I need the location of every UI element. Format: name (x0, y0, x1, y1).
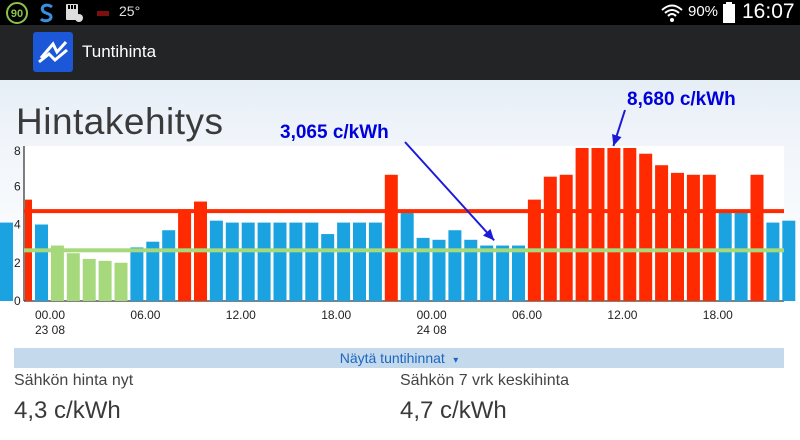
price-bar (750, 174, 764, 301)
price-bar (273, 222, 287, 301)
clock: 16:07 (742, 0, 795, 23)
price-bar (146, 241, 160, 301)
price-bar (98, 260, 112, 301)
price-bar (289, 222, 303, 301)
price-bar (225, 222, 239, 301)
battery-icon (723, 2, 735, 23)
price-bar (686, 174, 700, 301)
price-bar (35, 224, 48, 301)
price-bar (702, 174, 716, 301)
price-bar (384, 174, 398, 301)
show-hourly-prices-button[interactable]: Näytä tuntihinnat ▾ (14, 348, 784, 368)
price-bar (464, 239, 478, 301)
current-line (24, 248, 784, 253)
y-tick-label: 0 (14, 294, 21, 308)
price-bar (432, 239, 446, 301)
annotation-arrow-line (404, 141, 495, 242)
x-tick-label: 18.00 (703, 308, 733, 322)
price-bar (50, 245, 64, 301)
price-bar (607, 148, 621, 301)
sync-s-icon (39, 3, 53, 23)
current-price-label: Sähkön hinta nyt (14, 372, 134, 389)
x-tick-label: 06.00 (512, 308, 542, 322)
x-tick-label: 12.00 (607, 308, 637, 322)
low-price-annotation: 3,065 c/kWh (280, 122, 389, 143)
x-tick-label: 18.00 (321, 308, 351, 322)
price-bar (512, 245, 525, 301)
y-tick-label: 4 (14, 218, 21, 232)
temperature-text: 25° (119, 3, 141, 19)
current-price-value: 4,3 c/kWh (14, 397, 121, 424)
show-hourly-prices-label: Näytä tuntihinnat (339, 350, 445, 366)
price-bar (671, 172, 684, 301)
price-bar (337, 222, 351, 301)
annotation-arrow-head (483, 228, 495, 241)
price-bar (162, 230, 176, 301)
x-tick-sublabel: 24 08 (417, 323, 447, 337)
page-title: Hintakehitys (16, 101, 224, 142)
wifi-icon (661, 4, 683, 22)
app-title: Tuntihinta (82, 42, 157, 61)
price-bar (178, 209, 192, 301)
price-bar (559, 174, 573, 301)
price-bar (655, 165, 669, 301)
price-bar (639, 153, 653, 301)
annotation-arrow-head (612, 133, 622, 146)
price-bar (82, 258, 96, 301)
price-bar (416, 237, 430, 301)
price-bar (66, 253, 80, 301)
x-tick-label: 00.00 (35, 308, 65, 322)
price-bar (209, 220, 223, 301)
price-bar (543, 176, 557, 301)
price-bar (766, 222, 780, 301)
price-bar (591, 148, 605, 301)
price-bar (496, 245, 510, 301)
price-bar (257, 222, 271, 301)
x-tick-label: 12.00 (226, 308, 256, 322)
average-line (24, 209, 784, 214)
price-chart-logo-icon[interactable] (33, 32, 73, 72)
price-bar (480, 245, 494, 301)
price-bar (400, 213, 414, 301)
y-tick-label: 6 (14, 179, 21, 193)
sd-card-icon (66, 4, 83, 22)
price-bar (353, 222, 366, 301)
chevron-down-icon: ▾ (453, 355, 459, 366)
badge-90-icon: 90 (6, 2, 28, 24)
x-tick-sublabel: 23 08 (35, 323, 65, 337)
x-tick-label: 06.00 (130, 308, 160, 322)
price-bar (114, 262, 128, 301)
app-bar: Tuntihinta (0, 25, 800, 80)
high-price-annotation: 8,680 c/kWh (627, 89, 736, 110)
y-tick-label: 8 (14, 144, 21, 158)
y-tick-label: 2 (14, 256, 21, 270)
status-bar: 90 25° 90% 16:07 (0, 0, 800, 25)
price-bar (782, 220, 796, 301)
price-bar (241, 222, 255, 301)
price-bar (448, 230, 462, 301)
price-bar (368, 222, 382, 301)
price-bar (305, 222, 319, 301)
battery-percent: 90% (688, 3, 719, 20)
app-mini-icon (97, 11, 109, 16)
avg-price-label: Sähkön 7 vrk keskihinta (400, 372, 569, 389)
x-tick-label: 00.00 (417, 308, 447, 322)
avg-price-value: 4,7 c/kWh (400, 397, 507, 424)
price-chart-container[interactable]: 8 6 4 2 0 00.00 23 08 06.00 12.00 18.00 00.00 24 08… (0, 80, 800, 350)
price-bar (321, 234, 335, 301)
price-bar (734, 213, 748, 301)
price-bar (623, 148, 637, 301)
svg-text:90: 90 (11, 8, 23, 20)
price-bar (575, 148, 589, 301)
price-bar (130, 247, 144, 301)
price-bar (718, 213, 732, 301)
price-bar (0, 222, 13, 301)
